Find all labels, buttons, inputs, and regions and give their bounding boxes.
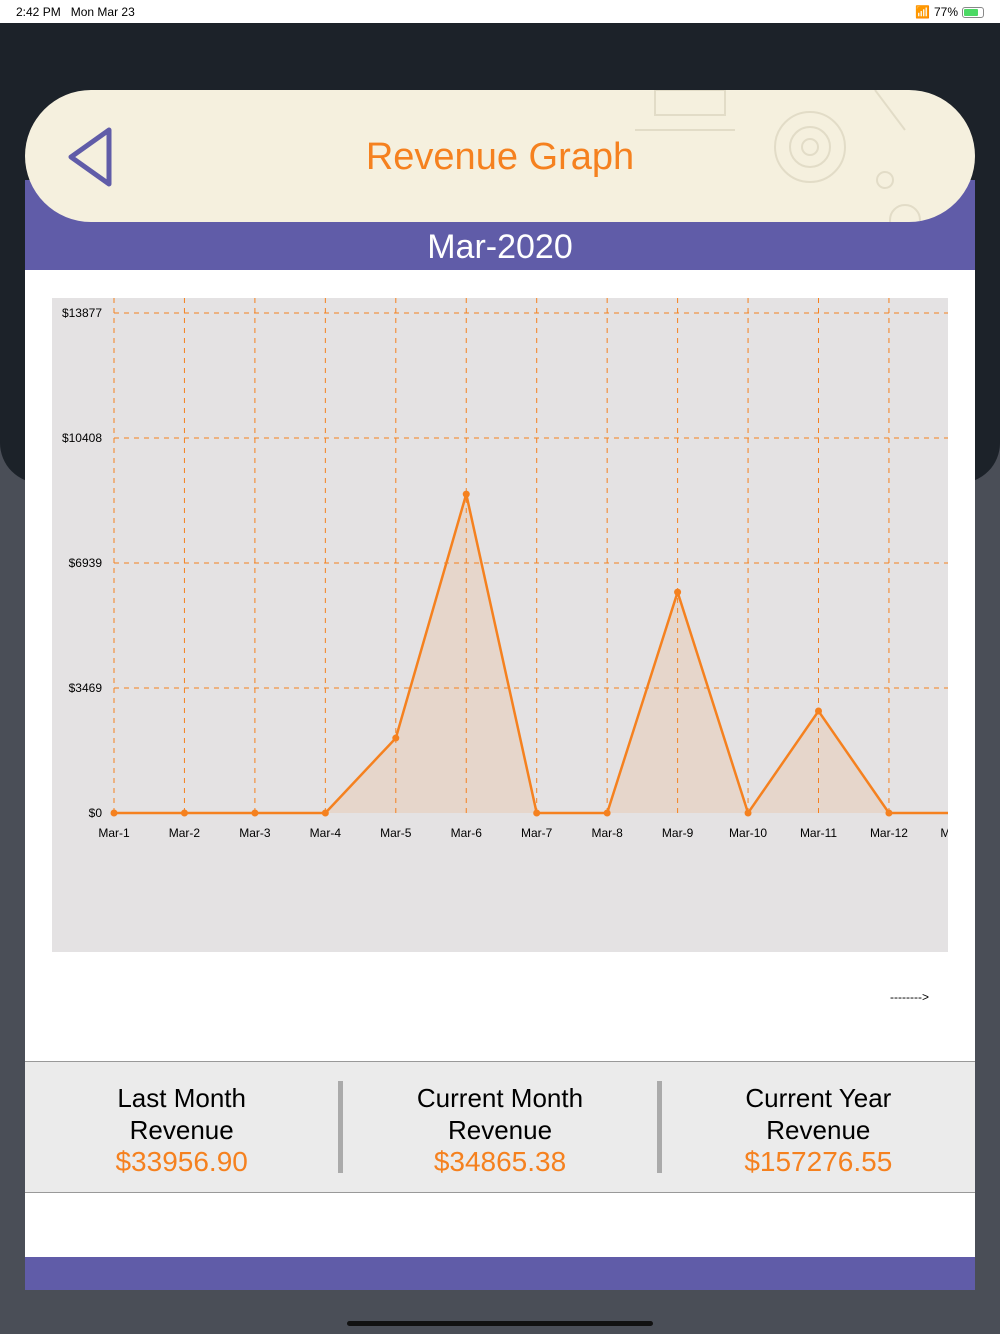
date: Mon Mar 23 <box>70 5 135 19</box>
data-point <box>744 809 752 817</box>
y-tick-label: $3469 <box>69 681 103 695</box>
back-triangle-icon <box>68 127 112 187</box>
chart-svg: $0 $3469 $6939 $10408 $13877 Mar-1 Mar-2 Mar-3 M… <box>62 298 948 840</box>
x-tick-label: Mar-4 <box>310 826 342 840</box>
x-tick-label: Mar-3 <box>239 826 271 840</box>
area-fill <box>114 494 948 813</box>
data-point <box>180 809 188 817</box>
month-label: Mar-2020 <box>427 228 573 266</box>
header: Revenue Graph <box>25 90 975 222</box>
x-tick-label: Mar-9 <box>662 826 694 840</box>
stat-label: Revenue <box>447 1115 553 1145</box>
data-point <box>251 809 259 817</box>
x-tick-label: Mar-10 <box>729 826 767 840</box>
stat-label: Last Month <box>117 1083 246 1113</box>
data-point <box>321 809 329 817</box>
data-point <box>462 490 470 498</box>
x-tick-label: Mar-8 <box>591 826 623 840</box>
y-tick-label: $0 <box>89 806 103 820</box>
gears-decoration-icon <box>635 90 921 222</box>
stat-current-year: Current Year Revenue $157276.55 <box>662 1062 975 1192</box>
stat-current-month: Current Month Revenue $34865.38 <box>343 1062 656 1192</box>
divider <box>338 1081 344 1173</box>
y-tick-label: $13877 <box>62 306 102 320</box>
stat-value: $157276.55 <box>744 1146 893 1177</box>
x-tick-label: Mar-5 <box>380 826 412 840</box>
stat-last-month: Last Month Revenue $33956.90 <box>25 1062 338 1192</box>
data-point <box>815 707 822 715</box>
x-tick-label: Mar-12 <box>870 826 908 840</box>
stat-value: $33956.90 <box>115 1146 248 1177</box>
battery-percent: 77% <box>933 5 958 19</box>
stat-label: Current Month <box>416 1083 584 1113</box>
status-time: 2:42 PM Mon Mar 23 <box>16 5 135 19</box>
data-point <box>603 809 611 817</box>
x-tick-label: Mar-6 <box>451 826 483 840</box>
x-tick-label: Mar-11 <box>800 826 837 840</box>
wifi-icon: 📶 <box>915 5 930 19</box>
revenue-chart[interactable]: $0 $3469 $6939 $10408 $13877 Mar-1 Mar-2 Mar-3 M… <box>52 298 948 952</box>
home-indicator <box>347 1321 653 1326</box>
status-bar: 2:42 PM Mon Mar 23 📶 77% <box>0 0 1000 23</box>
data-point <box>533 809 541 817</box>
stat-value: $34865.38 <box>433 1146 567 1177</box>
data-point <box>110 809 118 817</box>
back-button[interactable] <box>65 126 115 193</box>
stat-label: Revenue <box>129 1115 234 1145</box>
divider <box>656 1081 662 1173</box>
time: 2:42 PM <box>16 5 61 19</box>
stats-panel: Last Month Revenue $33956.90 Current Month… <box>25 1061 975 1193</box>
y-tick-label: $6939 <box>69 556 103 570</box>
data-point <box>392 734 400 742</box>
data-point <box>674 588 682 596</box>
y-tick-label: $10408 <box>62 431 102 445</box>
x-tick-label: Mar-7 <box>521 826 553 840</box>
x-tick-label: Mar-1 <box>98 826 130 840</box>
scroll-hint: --------> <box>890 990 929 1004</box>
page-title: Revenue Graph <box>365 136 635 178</box>
battery-icon <box>962 6 984 18</box>
stat-label: Current Year <box>745 1083 892 1113</box>
x-tick-label: Mar-13 <box>940 826 948 840</box>
bottom-bar <box>25 1257 975 1290</box>
data-point <box>885 809 893 817</box>
x-tick-label: Mar-2 <box>169 826 201 840</box>
stat-label: Revenue <box>766 1115 871 1145</box>
